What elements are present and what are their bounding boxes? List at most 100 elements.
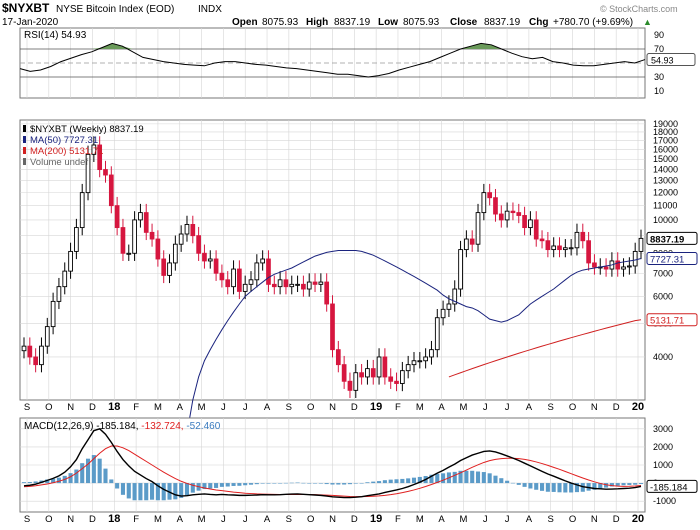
candle-body xyxy=(248,279,254,285)
macd-histogram-bar xyxy=(301,482,306,484)
candle-body xyxy=(353,372,359,391)
candle-body xyxy=(143,212,149,233)
x-axis-label: 18 xyxy=(108,401,120,413)
price-tick-label: 16000 xyxy=(653,145,678,155)
x-axis-label: A xyxy=(526,402,533,413)
macd-histogram-bar xyxy=(563,483,568,493)
candle-body xyxy=(260,258,265,264)
macd-histogram-bar xyxy=(353,483,358,484)
x-axis-label: F xyxy=(133,514,139,525)
candle-body xyxy=(231,268,236,288)
x-axis-label: S xyxy=(24,402,30,413)
candle-body xyxy=(242,283,248,292)
candle-body xyxy=(522,215,527,229)
macd-histogram-bar xyxy=(243,483,248,486)
candle-body xyxy=(603,266,609,270)
candle-body xyxy=(103,169,108,176)
macd-histogram-bar xyxy=(359,483,364,484)
x-axis-label: M xyxy=(416,402,424,413)
price-tick-label: 19000 xyxy=(653,119,678,129)
candle-body xyxy=(382,356,388,378)
macd-histogram-bar xyxy=(586,483,591,491)
candle-body xyxy=(376,356,382,378)
macd-histogram-bar xyxy=(580,483,585,492)
x-axis-label: N xyxy=(591,402,598,413)
macd-histogram-bar xyxy=(493,475,498,484)
legend-swatch xyxy=(23,147,26,154)
macd-histogram-bar xyxy=(435,473,440,484)
macd-histogram-bar xyxy=(318,483,323,484)
x-axis-label: F xyxy=(395,514,401,525)
x-axis-label: J xyxy=(243,514,248,525)
candle-body xyxy=(62,270,68,288)
x-axis-label: A xyxy=(438,514,445,525)
legend-swatch xyxy=(23,158,26,165)
open-value: 8075.93 xyxy=(262,17,299,28)
macd-histogram-bar xyxy=(68,473,73,484)
candle-body xyxy=(254,262,260,281)
candle-body xyxy=(400,370,405,384)
macd-histogram-bar xyxy=(283,482,288,484)
candle-body xyxy=(295,283,300,286)
macd-histogram-bar xyxy=(441,473,446,484)
candle-body xyxy=(126,252,132,255)
x-axis-label: F xyxy=(133,402,139,413)
macd-histogram-bar xyxy=(545,483,550,492)
macd-histogram-bar xyxy=(400,478,405,484)
macd-tick-label: -1000 xyxy=(653,496,676,506)
x-axis-label: A xyxy=(177,402,184,413)
candle-body xyxy=(516,212,522,216)
x-axis-label: D xyxy=(351,514,358,525)
x-axis-label: A xyxy=(264,514,271,525)
candle-body xyxy=(574,231,580,249)
x-axis-label: D xyxy=(613,402,620,413)
ma50-last-label: 7727.31 xyxy=(650,254,684,265)
macd-histogram-bar xyxy=(225,483,230,487)
candle-body xyxy=(359,372,364,378)
candle-body xyxy=(434,317,440,351)
macd-histogram-bar xyxy=(592,483,597,490)
macd-last-label: -185.184 xyxy=(650,482,688,493)
macd-histogram-bar xyxy=(551,483,556,492)
candle-body xyxy=(161,258,167,276)
macd-title-value: -185.184, xyxy=(96,421,141,432)
macd-histogram-bar xyxy=(254,483,259,485)
macd-tick-label: 3000 xyxy=(653,424,673,434)
macd-signal-line xyxy=(23,445,642,498)
candle-body xyxy=(196,235,201,254)
legend-entry: MA(200) 5131.71 xyxy=(30,146,103,157)
candle-body xyxy=(207,258,213,262)
rsi-tick-label: 30 xyxy=(654,72,664,82)
x-axis-label: 20 xyxy=(632,401,644,413)
macd-histogram-bar xyxy=(155,483,160,501)
macd-histogram-bar xyxy=(505,480,510,484)
index-name: NYSE Bitcoin Index (EOD) xyxy=(56,4,174,15)
macd-histogram-bar xyxy=(184,483,190,496)
candle-body xyxy=(580,231,586,242)
macd-histogram-bar xyxy=(173,483,178,500)
macd-histogram-bar xyxy=(516,483,521,485)
macd-histogram-bar xyxy=(237,483,242,486)
x-axis-label: M xyxy=(416,514,424,525)
macd-histogram-bar xyxy=(534,483,539,490)
candle-body xyxy=(44,326,50,347)
macd-histogram-bar xyxy=(33,481,38,484)
macd-histogram-bar xyxy=(621,483,626,486)
ma50-line xyxy=(186,250,642,434)
legend-entry: MA(50) 7727.31 xyxy=(30,135,98,146)
candle-body xyxy=(330,303,335,351)
legend-swatch xyxy=(23,136,26,143)
candle-body xyxy=(33,356,38,366)
macd-histogram-bar xyxy=(633,483,638,485)
x-axis-label: O xyxy=(45,514,52,525)
candle-body xyxy=(539,238,545,242)
macd-tick-label: 1000 xyxy=(653,460,673,470)
candle-body xyxy=(417,360,423,363)
macd-histogram-bar xyxy=(615,483,620,486)
x-axis-label: N xyxy=(67,514,74,525)
x-axis-label: M xyxy=(459,402,467,413)
candle-body xyxy=(202,252,207,262)
macd-histogram-bar xyxy=(411,477,417,484)
macd-histogram-bar xyxy=(179,483,184,498)
